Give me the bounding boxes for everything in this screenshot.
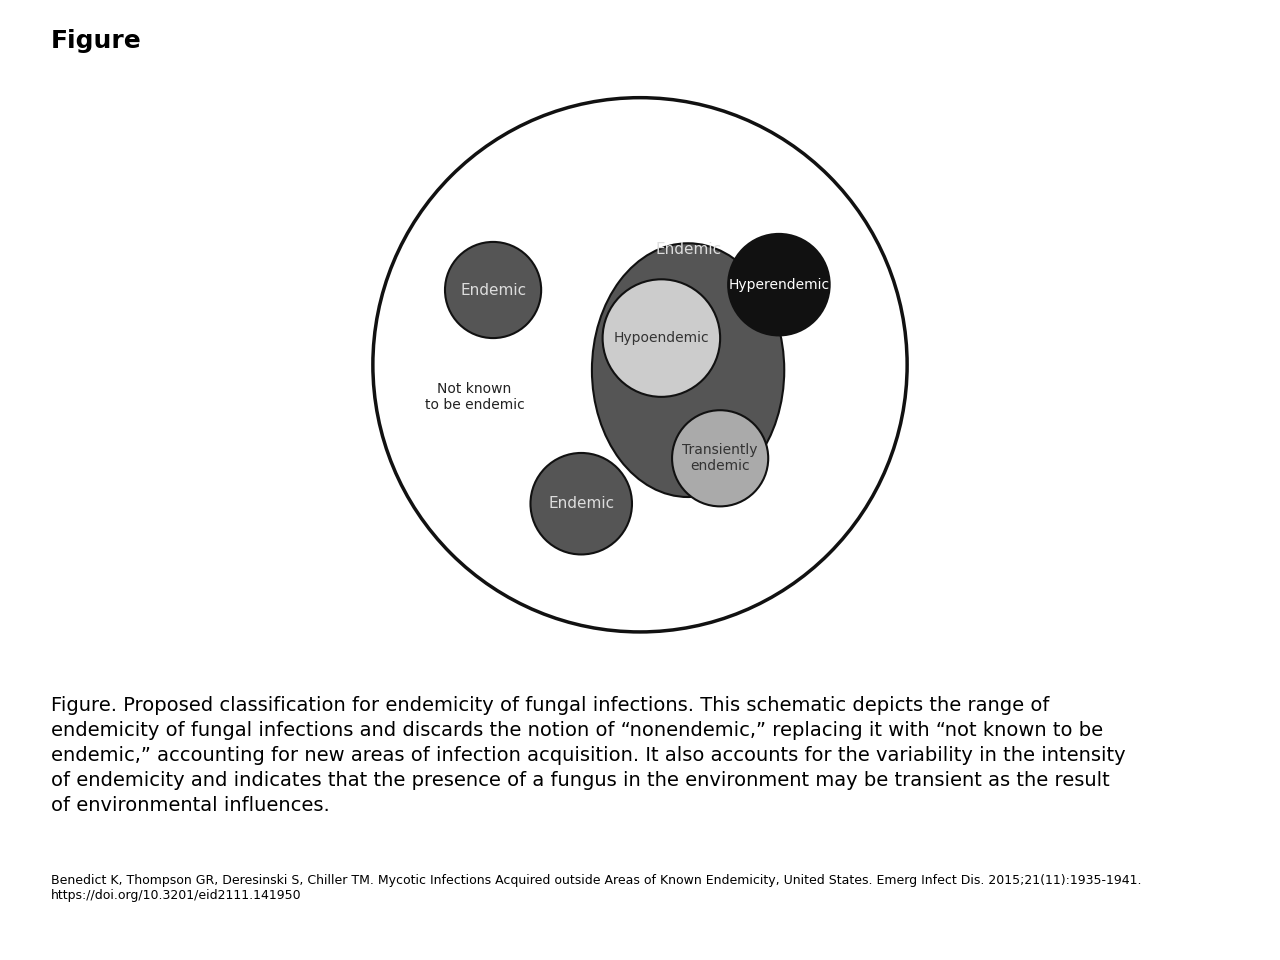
Circle shape: [372, 98, 908, 632]
Ellipse shape: [591, 243, 785, 497]
Text: Endemic: Endemic: [655, 243, 721, 257]
Text: Figure: Figure: [51, 29, 142, 53]
Circle shape: [728, 234, 829, 335]
Circle shape: [603, 279, 721, 396]
Circle shape: [672, 410, 768, 506]
Text: Not known
to be endemic: Not known to be endemic: [425, 382, 525, 412]
Text: Figure. Proposed classification for endemicity of fungal infections. This schema: Figure. Proposed classification for ende…: [51, 696, 1126, 815]
Circle shape: [445, 242, 541, 338]
Text: Transiently
endemic: Transiently endemic: [682, 444, 758, 473]
Text: Endemic: Endemic: [460, 282, 526, 298]
Text: Endemic: Endemic: [548, 496, 614, 512]
Text: Hyperendemic: Hyperendemic: [728, 277, 829, 292]
Text: Hypoendemic: Hypoendemic: [613, 331, 709, 345]
Text: Benedict K, Thompson GR, Deresinski S, Chiller TM. Mycotic Infections Acquired o: Benedict K, Thompson GR, Deresinski S, C…: [51, 874, 1142, 901]
Circle shape: [530, 453, 632, 555]
